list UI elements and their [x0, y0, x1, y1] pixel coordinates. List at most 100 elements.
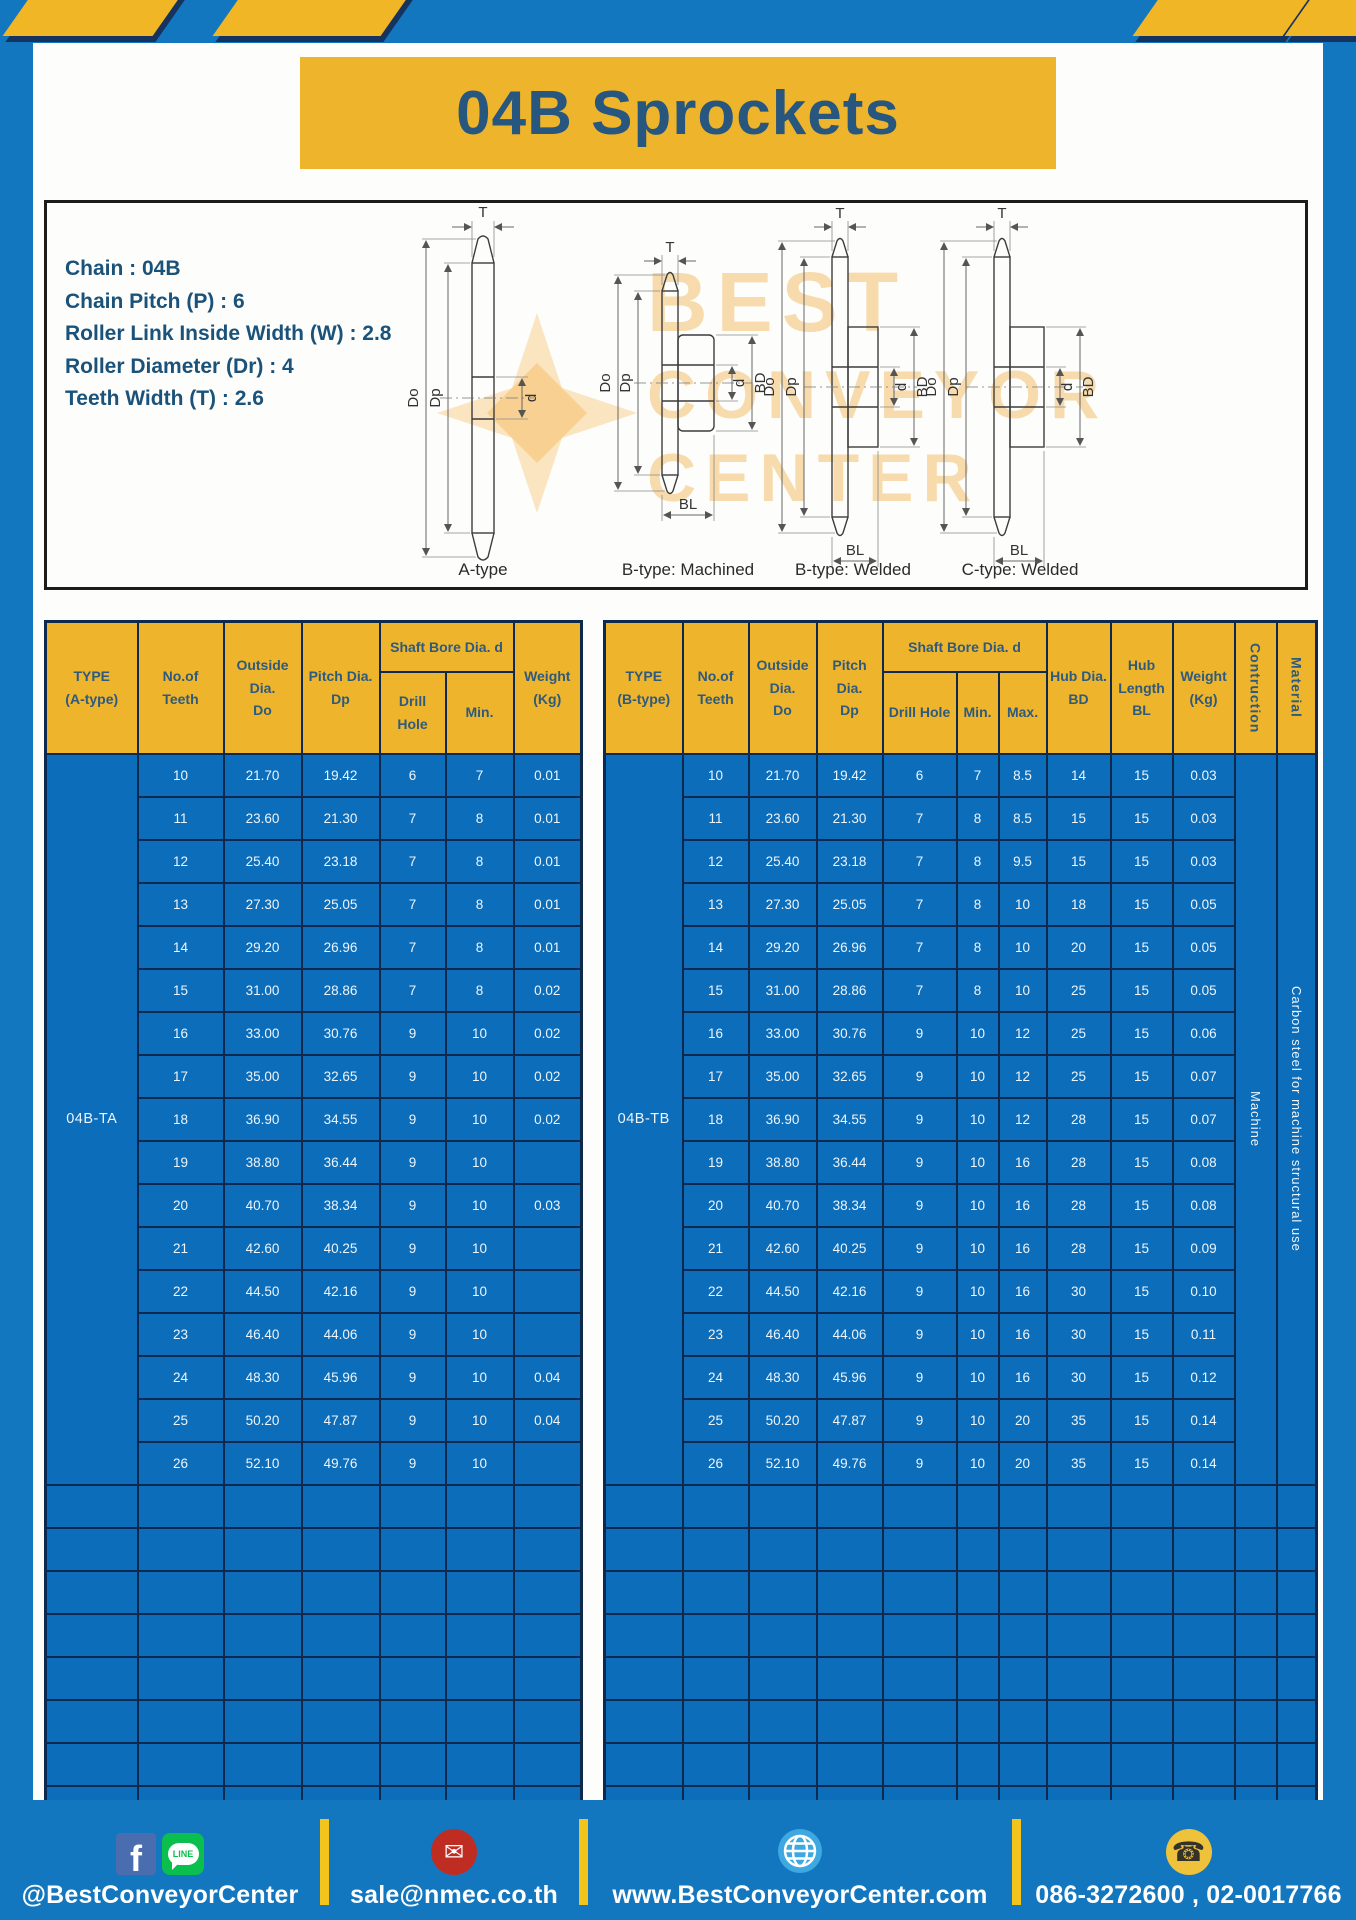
empty-table-row: [44, 1526, 583, 1572]
table-cell: 7: [881, 795, 958, 841]
table-cell: 36.90: [747, 1096, 818, 1142]
table-row: 14 29.20 26.96 7 8 10 20 15 0.05: [605, 924, 1317, 970]
table-cell: 34.55: [815, 1096, 884, 1142]
empty-cell: [378, 1612, 447, 1658]
table-cell: 35: [1045, 1440, 1112, 1486]
table-cell: 10: [955, 1311, 1000, 1357]
table-cell: 9: [378, 1440, 447, 1486]
col-header-hub-dia: Hub Dia. BD: [1045, 620, 1112, 755]
table-cell: 47.87: [300, 1397, 381, 1443]
table-cell: 38.80: [747, 1139, 818, 1185]
table-cell: [512, 1311, 583, 1357]
empty-cell: [44, 1698, 139, 1744]
empty-cell: [603, 1526, 684, 1572]
sprocket-table-a-type: TYPE (A-type) No.of Teeth Outside Dia. D…: [44, 620, 584, 1831]
table-cell: 44.06: [300, 1311, 381, 1357]
table-cell: 18: [136, 1096, 225, 1142]
table-row: 16 33.00 30.76 9 10 12 25 15 0.06: [605, 1010, 1317, 1056]
table-cell: 0.02: [512, 1096, 583, 1142]
table-cell: 15: [1109, 1440, 1174, 1486]
table-cell: 45.96: [815, 1354, 884, 1400]
table-row: 26 52.10 49.76 9 10 20 35 15 0.14: [605, 1440, 1317, 1486]
empty-cell: [1233, 1741, 1278, 1787]
empty-cell: [1045, 1655, 1112, 1701]
table-row: 04B-TA 10 21.70 19.42 6 7 0.01: [44, 752, 583, 1486]
table-row: 21 42.60 40.25 9 10 16 28 15 0.09: [605, 1225, 1317, 1271]
col-header-teeth: No.of Teeth: [136, 620, 225, 755]
empty-cell: [997, 1483, 1048, 1529]
table-cell: 13: [681, 881, 750, 927]
table-cell: 10: [997, 967, 1048, 1013]
table-cell: 25: [1045, 967, 1112, 1013]
table-cell: 0.01: [512, 838, 583, 884]
empty-cell: [1045, 1483, 1112, 1529]
table-cell: 8: [444, 795, 515, 841]
dim-label-dp: Dp: [783, 377, 800, 396]
empty-cell: [300, 1569, 381, 1615]
empty-cell: [222, 1741, 303, 1787]
table-cell: 26.96: [815, 924, 884, 970]
col-header-teeth: No.of Teeth: [681, 620, 750, 755]
table-cell: 15: [1109, 1182, 1174, 1228]
table-cell: 9: [881, 1182, 958, 1228]
table-cell: [512, 1268, 583, 1314]
dim-label-d: d: [731, 379, 748, 387]
empty-cell: [955, 1612, 1000, 1658]
empty-cell: [1171, 1483, 1236, 1529]
empty-cell: [1109, 1612, 1174, 1658]
empty-cell: [955, 1569, 1000, 1615]
table-cell: 15: [1109, 1225, 1174, 1271]
dim-label-t: T: [478, 204, 487, 221]
table-cell: 9: [881, 1311, 958, 1357]
drawing-caption-b-machined: B-type: Machined: [622, 560, 754, 579]
empty-cell: [512, 1698, 583, 1744]
table-cell: [512, 1440, 583, 1486]
table-cell: 7: [444, 752, 515, 798]
dim-label-do: Do: [405, 388, 422, 407]
table-cell: 38.34: [300, 1182, 381, 1228]
dim-label-bd: BD: [914, 376, 931, 397]
dim-label-dp: Dp: [617, 373, 634, 392]
spec-line: Chain : 04B: [65, 257, 181, 280]
table-cell: 24: [681, 1354, 750, 1400]
table-row: 17 35.00 32.65 9 10 12 25 15 0.07: [605, 1053, 1317, 1099]
drawing-b-type-welded: T Do Dp d BD: [761, 205, 931, 567]
table-cell: 10: [997, 881, 1048, 927]
table-row: 20 40.70 38.34 9 10 16 28 15 0.08: [605, 1182, 1317, 1228]
table-cell: 20: [681, 1182, 750, 1228]
table-row: 23 46.40 44.06 9 10 16 30 15 0.11: [605, 1311, 1317, 1357]
table-cell: 25: [1045, 1053, 1112, 1099]
empty-cell: [44, 1741, 139, 1787]
spec-line: Roller Diameter (Dr) : 4: [65, 354, 294, 378]
table-row: 04B-TB 10 21.70 19.42 6 7 8.5 14 15 0.03 Machine Ca…: [603, 752, 1318, 1486]
type-label-cell: 04B-TA: [44, 752, 139, 1486]
table-cell: 30.76: [300, 1010, 381, 1056]
empty-table-row: [603, 1569, 1318, 1615]
empty-cell: [1171, 1569, 1236, 1615]
table-cell: 15: [1109, 1354, 1174, 1400]
table-cell: 31.00: [747, 967, 818, 1013]
table-cell: 44.50: [747, 1268, 818, 1314]
col-header-weight: Weight (Kg): [1171, 620, 1236, 755]
table-cell: 9: [881, 1053, 958, 1099]
empty-cell: [378, 1741, 447, 1787]
table-cell: 26: [136, 1440, 225, 1486]
table-cell: 0.01: [512, 795, 583, 841]
empty-cell: [300, 1483, 381, 1529]
table-cell: 32.65: [815, 1053, 884, 1099]
hazard-stripe: [1132, 0, 1314, 36]
empty-table-row: [603, 1698, 1318, 1744]
table-cell: 9: [881, 1268, 958, 1314]
empty-cell: [815, 1698, 884, 1744]
table-cell: 40.25: [815, 1225, 884, 1271]
spec-tables: TYPE (A-type) No.of Teeth Outside Dia. D…: [44, 620, 1319, 1831]
table-cell: 9: [881, 1354, 958, 1400]
table-cell: 33.00: [747, 1010, 818, 1056]
table-cell: 16: [997, 1311, 1048, 1357]
table-cell: 40.70: [747, 1182, 818, 1228]
table-cell: 12: [997, 1053, 1048, 1099]
table-cell: 7: [378, 795, 447, 841]
empty-cell: [44, 1569, 139, 1615]
table-cell: 9: [378, 1268, 447, 1314]
col-header-outside-dia: Outside Dia. Do: [747, 620, 818, 755]
